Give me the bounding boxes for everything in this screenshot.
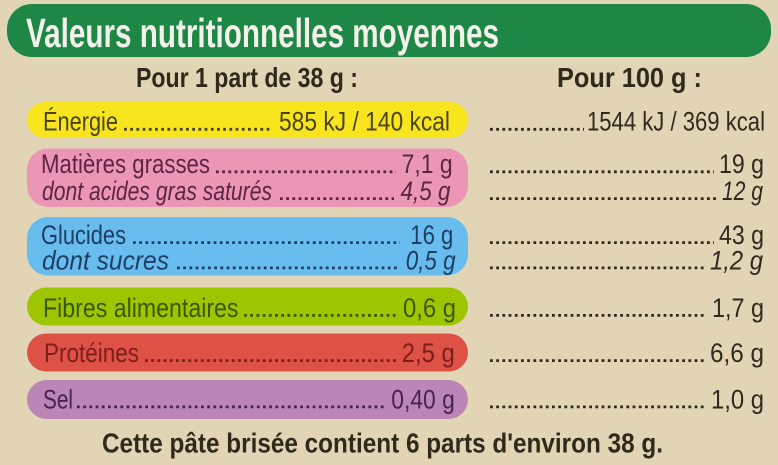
svg-text:0,6 g: 0,6 g bbox=[403, 293, 456, 323]
svg-text:Pour 100 g :: Pour 100 g : bbox=[557, 62, 702, 93]
svg-text:7,1 g: 7,1 g bbox=[402, 149, 453, 179]
svg-text:Sel: Sel bbox=[43, 384, 73, 414]
svg-text:2,5 g: 2,5 g bbox=[402, 338, 455, 368]
svg-text:Fibres alimentaires: Fibres alimentaires bbox=[43, 293, 239, 323]
svg-text:Énergie: Énergie bbox=[43, 107, 118, 137]
svg-text:Cette pâte brisée contient 6 p: Cette pâte brisée contient 6 parts d'env… bbox=[102, 428, 663, 459]
svg-text:0,40 g: 0,40 g bbox=[391, 384, 455, 414]
svg-text:dont sucres: dont sucres bbox=[42, 245, 169, 275]
svg-text:Matières grasses: Matières grasses bbox=[41, 149, 210, 179]
svg-text:Glucides: Glucides bbox=[41, 220, 126, 250]
svg-text:1,2 g: 1,2 g bbox=[710, 245, 763, 275]
svg-text:43 g: 43 g bbox=[719, 220, 764, 250]
svg-text:6,6 g: 6,6 g bbox=[710, 338, 764, 368]
svg-text:Valeurs nutritionnelles moyenn: Valeurs nutritionnelles moyennes bbox=[26, 10, 499, 56]
svg-text:16 g: 16 g bbox=[410, 220, 453, 250]
svg-text:Pour 1 part de 38 g :: Pour 1 part de 38 g : bbox=[136, 62, 358, 93]
svg-text:Protéines: Protéines bbox=[44, 338, 139, 368]
svg-text:19 g: 19 g bbox=[719, 149, 764, 179]
svg-text:4,5 g: 4,5 g bbox=[401, 176, 451, 206]
svg-text:0,5 g: 0,5 g bbox=[406, 245, 456, 275]
svg-text:dont acides gras saturés: dont acides gras saturés bbox=[42, 176, 272, 206]
svg-text:1,7 g: 1,7 g bbox=[712, 293, 764, 323]
svg-text:12 g: 12 g bbox=[722, 176, 763, 206]
svg-text:1,0 g: 1,0 g bbox=[711, 384, 764, 414]
svg-text:585 kJ / 140 kcal: 585 kJ / 140 kcal bbox=[279, 107, 450, 137]
svg-text:1544 kJ / 369 kcal: 1544 kJ / 369 kcal bbox=[587, 107, 765, 137]
